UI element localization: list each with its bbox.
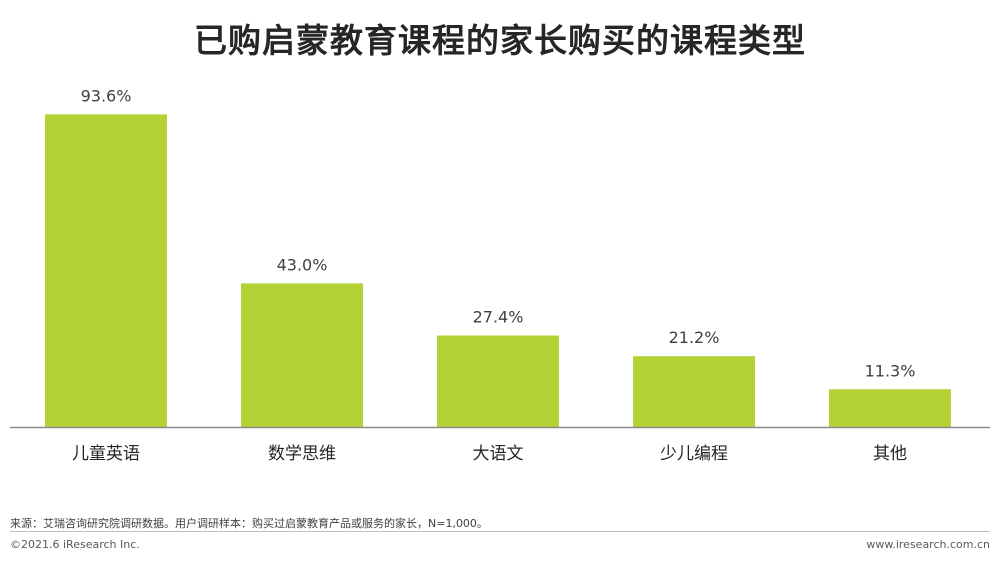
source-note: 来源：艾瑞咨询研究院调研数据。用户调研样本：购买过启蒙教育产品或服务的家长，N=… <box>10 517 488 530</box>
value-label-3: 27.4% <box>473 307 524 326</box>
category-label-3: 大语文 <box>473 444 524 464</box>
category-label-5: 其他 <box>873 444 907 464</box>
value-label-2: 43.0% <box>277 255 328 274</box>
category-label-2: 数学思维 <box>268 444 336 464</box>
bar-1 <box>45 114 167 427</box>
category-label-1: 儿童英语 <box>72 444 140 464</box>
bar-chart: 93.6% 儿童英语 43.0% 数学思维 27.4% 大语文 21.2% 少儿编程 11.3%… <box>10 86 990 464</box>
bar-3 <box>437 335 559 427</box>
footer-divider <box>10 531 990 532</box>
value-label-5: 11.3% <box>865 361 916 380</box>
value-label-1: 93.6% <box>81 86 132 105</box>
bar-4 <box>633 356 755 427</box>
copyright-text: ©2021.6 iResearch Inc. <box>10 538 140 551</box>
page-title: 已购启蒙教育课程的家长购买的课程类型 <box>194 21 806 60</box>
bar-5 <box>829 389 951 427</box>
category-label-4: 少儿编程 <box>660 444 728 464</box>
bar-2 <box>241 283 363 427</box>
website-text: www.iresearch.com.cn <box>866 538 990 551</box>
value-label-4: 21.2% <box>669 328 720 347</box>
